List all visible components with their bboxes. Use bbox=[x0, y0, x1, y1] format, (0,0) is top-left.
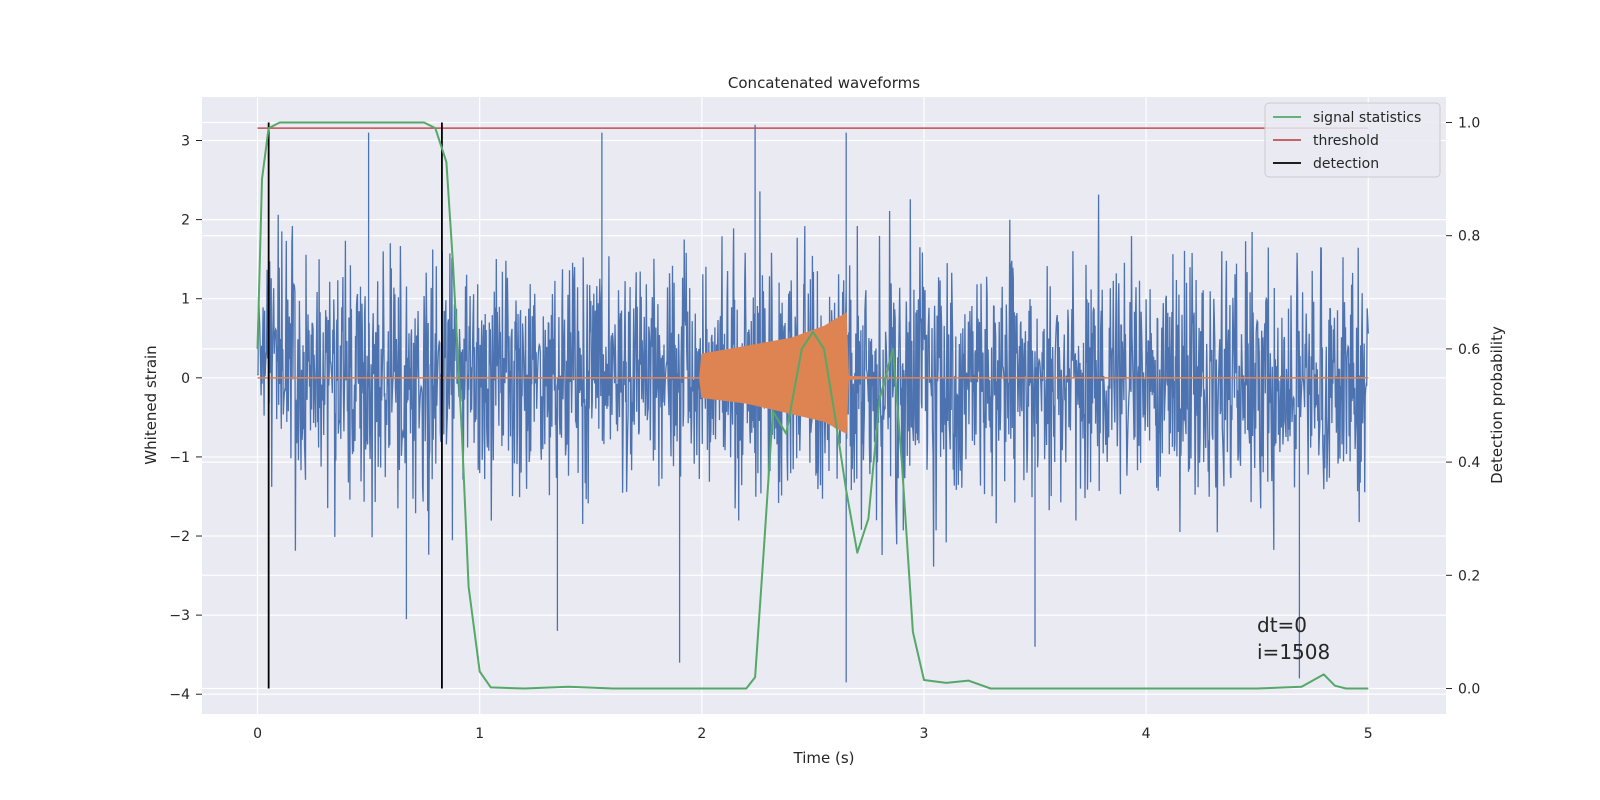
legend-box bbox=[1264, 102, 1441, 178]
y-axis-label: Whitened strain bbox=[142, 345, 160, 464]
x-tick-label: 3 bbox=[920, 726, 929, 742]
detection-series bbox=[267, 122, 443, 689]
signal-statistics-series bbox=[256, 121, 1369, 690]
y-tick-label: −4 bbox=[169, 687, 190, 703]
y-right-tick-label: 0.8 bbox=[1458, 229, 1480, 245]
legend-label-detection: detection bbox=[1313, 156, 1379, 172]
y-tick-label: 1 bbox=[181, 292, 190, 308]
legend-label-signal-statistics: signal statistics bbox=[1313, 110, 1421, 126]
x-tick-label: 0 bbox=[253, 726, 262, 742]
y-tick-label: −1 bbox=[169, 450, 190, 466]
x-tick-label: 5 bbox=[1364, 726, 1373, 742]
chart-title: Concatenated waveforms bbox=[728, 74, 920, 92]
y-axis-right-label: Detection probability bbox=[1488, 326, 1506, 484]
y-tick-label: 0 bbox=[181, 371, 190, 387]
x-tick-label: 2 bbox=[697, 726, 706, 742]
x-tick-label: 1 bbox=[475, 726, 484, 742]
annotation-dt: dt=0 bbox=[1257, 613, 1307, 637]
y-right-tick-label: 0.0 bbox=[1458, 682, 1480, 698]
y-right-tick-label: 0.2 bbox=[1458, 568, 1480, 584]
signal-statistics-line bbox=[256, 121, 1369, 690]
y-right-tick-label: 0.6 bbox=[1458, 342, 1480, 358]
legend-label-threshold: threshold bbox=[1313, 133, 1379, 149]
legend: signal statistics threshold detection bbox=[1264, 102, 1441, 178]
y-right-tick-label: 0.4 bbox=[1458, 455, 1480, 471]
y-tick-label: 3 bbox=[181, 134, 190, 150]
waveform-chirp bbox=[257, 312, 1369, 435]
y-right-tick-label: 1.0 bbox=[1458, 115, 1480, 131]
x-axis-label: Time (s) bbox=[793, 749, 855, 767]
y-tick-label: −3 bbox=[169, 608, 190, 624]
x-tick-label: 4 bbox=[1142, 726, 1151, 742]
y-tick-label: 2 bbox=[181, 213, 190, 229]
y-tick-label: −2 bbox=[169, 529, 190, 545]
annotation-index: i=1508 bbox=[1257, 640, 1330, 664]
axis-ticks: 0 1 2 3 4 5 −4 −3 −2 −1 0 1 2 3 0.0 0.2 0.4 0.6 0.8 1.0 bbox=[169, 115, 1480, 742]
